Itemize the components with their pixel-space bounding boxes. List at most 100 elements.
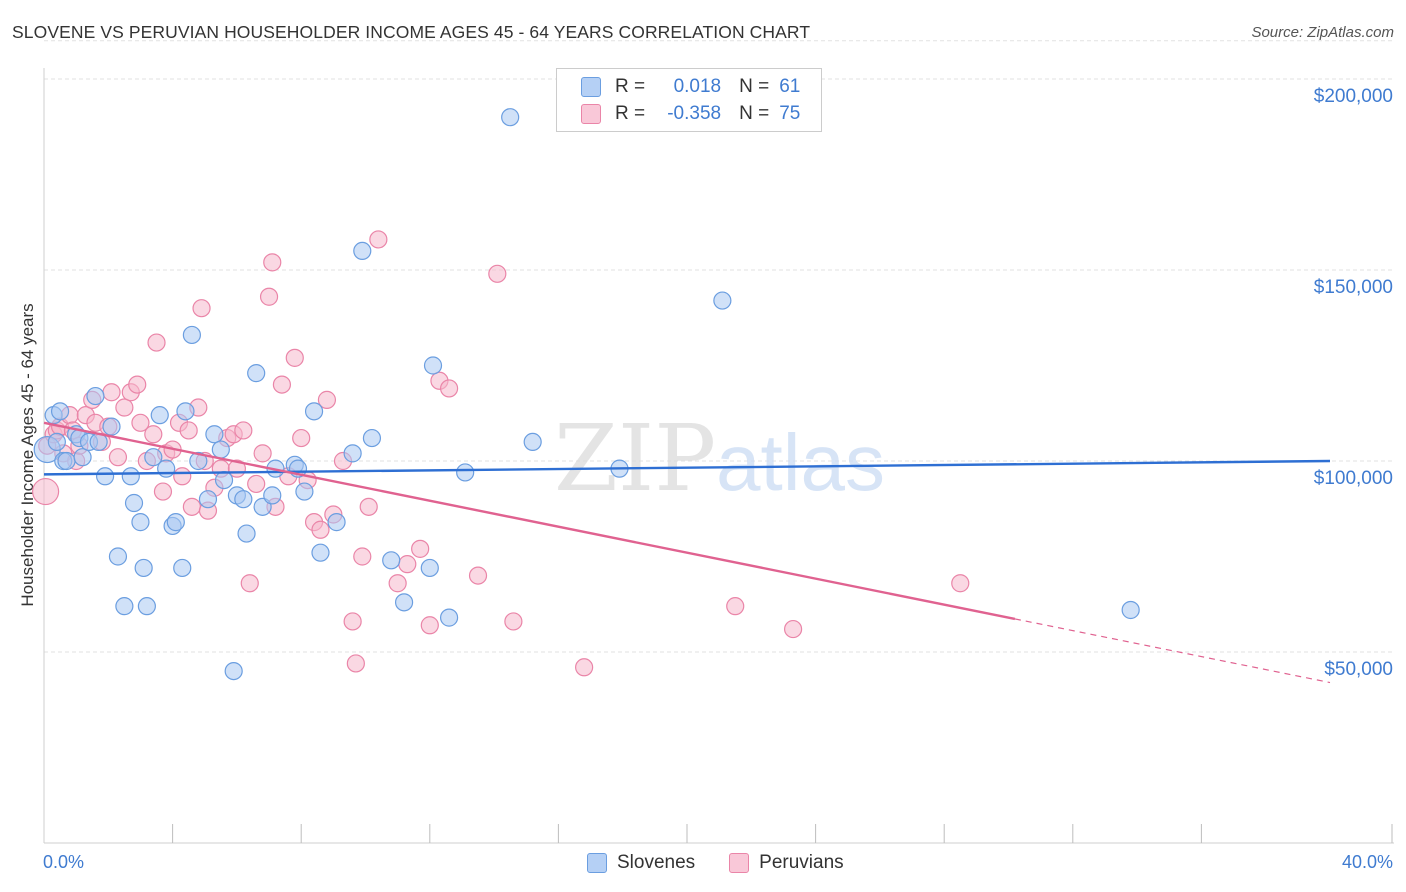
legend-n-label: N =	[739, 76, 770, 97]
slovene-point	[362, 428, 382, 448]
peruvian-point	[285, 348, 304, 367]
peruvian-point	[179, 421, 198, 440]
slovene-point	[198, 490, 218, 509]
x-tick-label-min: 0.0%	[43, 852, 85, 872]
slovene-point	[73, 448, 92, 467]
slovene-point	[57, 451, 76, 471]
slovene-point	[327, 513, 346, 532]
peruvians-swatch	[581, 104, 601, 124]
peruvian-point	[317, 390, 337, 409]
peruvian-point	[951, 574, 970, 593]
peruvian-point	[115, 398, 134, 417]
slovene-point	[95, 467, 115, 486]
slovene-point	[353, 241, 372, 260]
slovene-point	[295, 482, 314, 501]
slovene-point	[102, 417, 121, 436]
peruvian-point	[128, 375, 147, 394]
slovene-point	[234, 490, 253, 509]
correlation-legend: R = 0.018 N = 61 R = -0.358 N = 75	[556, 68, 822, 132]
slovene-point	[121, 467, 140, 486]
slovene-point	[150, 406, 169, 425]
slovene-point	[1121, 600, 1140, 620]
slovene-point	[205, 425, 224, 444]
legend-r-label: R =	[615, 76, 646, 97]
slovene-point	[166, 513, 185, 532]
y-tick-label-50000: $50,000	[1324, 659, 1393, 680]
slovene-trend-line	[43, 459, 1331, 476]
slovene-point	[439, 608, 459, 627]
slovene-point	[189, 451, 208, 471]
slovene-point	[137, 597, 156, 616]
slovene-point	[263, 486, 282, 505]
peruvian-point	[311, 520, 330, 539]
slovenes-r-value: 0.018	[673, 76, 722, 97]
slovenes-n-value: 61	[779, 76, 801, 97]
peruvian-point	[353, 547, 372, 566]
slovene-point	[304, 402, 324, 421]
peruvian-point	[468, 566, 488, 585]
slovene-point	[211, 440, 230, 459]
slovene-point	[394, 593, 414, 612]
peruvians-legend-label: Peruvians	[759, 852, 844, 873]
y-tick-label-150000: $150,000	[1313, 277, 1393, 298]
legend-item-peruvians: Peruvians	[729, 852, 844, 874]
slovene-point	[134, 558, 153, 578]
slovene-point	[224, 661, 243, 681]
chart-title: SLOVENE VS PERUVIAN HOUSEHOLDER INCOME A…	[12, 22, 811, 42]
slovene-point	[311, 543, 330, 562]
slovene-point	[456, 463, 475, 482]
x-tick-label-max: 40.0%	[1341, 852, 1393, 872]
legend-n-label: N =	[739, 103, 770, 124]
peruvian-point	[272, 375, 292, 394]
peruvian-point	[192, 299, 211, 318]
slovene-point	[173, 558, 192, 578]
peruvian-point	[343, 612, 362, 631]
slovene-point	[382, 551, 401, 570]
slovene-point	[115, 597, 134, 616]
peruvian-point	[726, 597, 745, 616]
peruvian-point	[259, 287, 279, 306]
peruvian-point	[263, 253, 282, 272]
peruvian-point	[102, 383, 121, 402]
peruvian-point	[420, 616, 439, 635]
peruvian-point	[388, 574, 407, 593]
slovene-point	[713, 291, 732, 310]
source-label: Source: ZipAtlas.com	[1251, 24, 1394, 41]
peruvian-point	[253, 444, 272, 463]
peruvian-point	[369, 230, 388, 249]
peruvian-point	[153, 482, 173, 501]
peruvian-point	[182, 497, 201, 516]
peruvian-point	[575, 658, 594, 677]
peruvian-point	[108, 448, 128, 467]
peruvian-point	[292, 428, 311, 448]
slovene-point	[108, 547, 128, 566]
series-legend: Slovenes Peruvians	[587, 852, 878, 874]
peruvian-point	[144, 425, 163, 444]
peruvian-point	[783, 619, 803, 639]
slovene-point	[247, 364, 266, 383]
peruvians-n-value: 75	[779, 103, 801, 124]
watermark-atlas: atlas	[716, 418, 885, 507]
peruvian-point	[411, 539, 430, 558]
peruvian-point	[173, 467, 192, 486]
peruvian-point	[398, 555, 417, 574]
legend-row-slovenes: R = 0.018 N = 61	[581, 74, 800, 100]
peruvian-point	[32, 477, 60, 506]
slovenes-legend-label: Slovenes	[617, 852, 696, 873]
slovene-point	[144, 448, 163, 467]
slovene-point	[124, 493, 144, 513]
peruvian-point	[147, 333, 166, 352]
peruvian-point	[504, 612, 523, 631]
legend-r-label: R =	[615, 103, 646, 124]
peruvian-point	[439, 379, 459, 398]
peruvian-trend-extrapolation	[1014, 618, 1331, 684]
slovene-point	[423, 356, 443, 375]
slovene-point	[523, 432, 542, 451]
peruvian-point	[247, 474, 266, 494]
peruvian-point	[234, 421, 253, 440]
peruvians-legend-swatch	[729, 853, 750, 873]
slovene-point	[157, 459, 176, 478]
peruvian-point	[488, 264, 507, 283]
peruvian-point	[131, 413, 150, 432]
